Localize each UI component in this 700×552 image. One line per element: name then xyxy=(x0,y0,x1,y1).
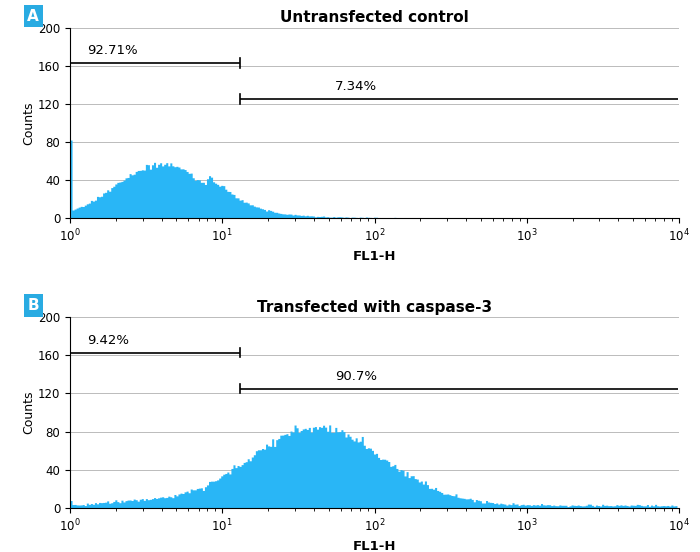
Title: Transfected with caspase-3: Transfected with caspase-3 xyxy=(257,300,492,315)
Text: 9.42%: 9.42% xyxy=(88,334,130,347)
Y-axis label: Counts: Counts xyxy=(22,101,35,145)
Y-axis label: Counts: Counts xyxy=(22,391,35,434)
Text: 90.7%: 90.7% xyxy=(335,370,377,383)
Text: B: B xyxy=(27,298,39,313)
Title: Untransfected control: Untransfected control xyxy=(280,10,469,25)
X-axis label: FL1-H: FL1-H xyxy=(353,250,396,263)
X-axis label: FL1-H: FL1-H xyxy=(353,540,396,552)
Text: A: A xyxy=(27,8,39,24)
Text: 92.71%: 92.71% xyxy=(88,44,138,57)
Text: 7.34%: 7.34% xyxy=(335,81,377,93)
